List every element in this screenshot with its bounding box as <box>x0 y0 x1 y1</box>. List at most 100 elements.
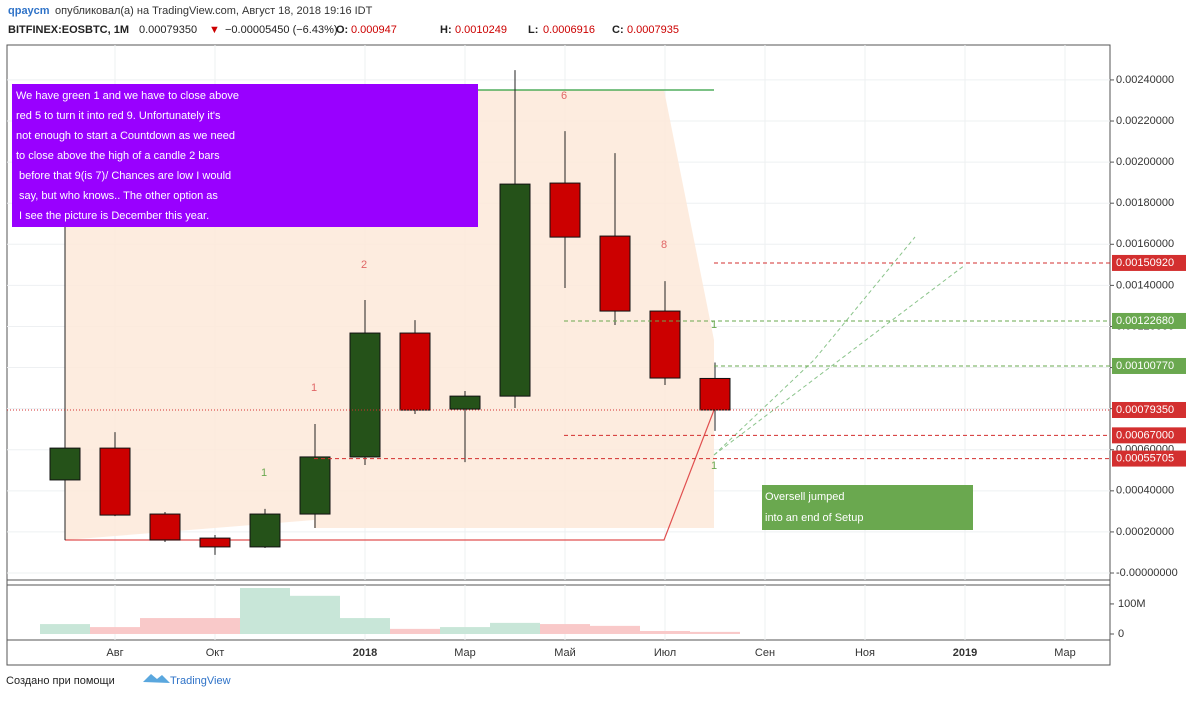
ohlc-label: H: <box>440 24 452 36</box>
note-text: to close above the high of a candle 2 ba… <box>16 150 220 162</box>
volume-bar <box>40 624 90 634</box>
author[interactable]: qpaycm <box>8 5 50 17</box>
candle-body <box>549 182 581 238</box>
note-text: red 5 to turn it into red 9. Unfortunate… <box>16 110 221 122</box>
level-box <box>1112 427 1186 444</box>
footer-made: Создано при помощи <box>6 675 115 687</box>
level-label: 0.00055705 <box>1116 452 1174 464</box>
volume-bar <box>290 595 340 634</box>
level-box <box>1112 312 1186 329</box>
ohlc: O: 0.000947 H: 0.0010249 L: 0.0006916 C: 0.0007… <box>336 24 679 36</box>
x-tick-label: Мар <box>454 647 476 659</box>
ohlc-value: 0.0006916 <box>543 24 595 36</box>
published: опубликовал(а) на TradingView.com, Авгус… <box>55 5 373 17</box>
change: −0.00005450 (−6.43%) <box>225 24 338 36</box>
candle-body <box>49 447 81 481</box>
candle-body <box>399 332 431 411</box>
ohlc-label: C: <box>612 24 624 36</box>
x-tick-label: 2019 <box>953 647 977 659</box>
projection <box>713 236 916 456</box>
candle-body <box>649 310 681 379</box>
candle-body <box>199 537 231 548</box>
level-label: 0.00100770 <box>1116 360 1174 372</box>
td-count: 6 <box>561 90 567 102</box>
td-count: 8 <box>661 239 667 251</box>
note-box <box>762 485 973 530</box>
candle-body <box>699 377 731 411</box>
arrow: ▼ <box>209 24 220 36</box>
ohlc-value: 0.0007935 <box>627 24 679 36</box>
candle-body <box>499 183 531 397</box>
x-tick-label: 2018 <box>353 647 377 659</box>
volume-bar <box>140 618 190 634</box>
ohlc-value: 0.0010249 <box>455 24 507 36</box>
volume-bar <box>640 630 690 634</box>
candle-body <box>299 456 331 515</box>
note-text: say, but who knows.. The other option as <box>19 190 218 202</box>
level-box <box>1112 357 1186 374</box>
footer-brand[interactable]: TradingView <box>170 675 231 687</box>
level-box <box>1112 450 1186 467</box>
volume-bar <box>440 627 490 634</box>
x-tick-label: Май <box>554 647 576 659</box>
note-box <box>12 84 478 227</box>
y-tick-label: 0.00020000 <box>1116 526 1174 538</box>
td-count: 1 <box>311 382 317 394</box>
level-label: 0.00122680 <box>1116 315 1174 327</box>
volume-bar <box>590 625 640 634</box>
y-tick-label: 0.00180000 <box>1116 197 1174 209</box>
last: 0.00079350 <box>139 24 197 36</box>
level-label: 0.00079350 <box>1116 404 1174 416</box>
y-tick-label: 0 <box>1118 628 1124 640</box>
y-tick-label: -0.00000000 <box>1116 567 1178 579</box>
level-box <box>1112 401 1186 418</box>
x-tick-label: Сен <box>755 647 775 659</box>
note-text: We have green 1 and we have to close abo… <box>16 90 239 102</box>
td-count: 2 <box>361 259 367 271</box>
x-tick-label: Июл <box>654 647 676 659</box>
y-tick-label: 0.00220000 <box>1116 115 1174 127</box>
candle-body <box>149 513 181 541</box>
volume-bar <box>190 618 240 634</box>
candle-body <box>599 235 631 312</box>
ohlc-label: L: <box>528 24 538 36</box>
y-tick-label: 0.00200000 <box>1116 156 1174 168</box>
volume-bar <box>340 618 390 634</box>
level-box <box>1112 254 1186 271</box>
projection <box>713 264 966 456</box>
logo <box>143 674 170 683</box>
note-text: Oversell jumped <box>765 491 844 503</box>
candle-body <box>249 513 281 548</box>
level-label: 0.00067000 <box>1116 429 1174 441</box>
volume-bar <box>90 627 140 634</box>
td-count: 1 <box>711 319 717 331</box>
ohlc-label: O: <box>336 24 348 36</box>
y-tick-label: 0.00240000 <box>1116 74 1174 86</box>
volume-bar <box>390 628 440 634</box>
ohlc-value: 0.000947 <box>351 24 397 36</box>
volume-bar <box>240 588 290 634</box>
candle-body <box>449 395 481 410</box>
note-text: not enough to start a Countdown as we ne… <box>16 130 235 142</box>
x-tick-label: Мар <box>1054 647 1076 659</box>
frame <box>6 44 1111 666</box>
x-tick-label: Окт <box>206 647 225 659</box>
level-label: 0.00150920 <box>1116 257 1174 269</box>
candle-body <box>99 447 131 516</box>
td-count: 1 <box>711 460 717 472</box>
y-tick-label: 0.00160000 <box>1116 238 1174 250</box>
y-tick-label: 100M <box>1118 598 1146 610</box>
symbol: BITFINEX:EOSBTC, 1M <box>8 24 129 36</box>
note-text: before that 9(is 7)/ Chances are low I w… <box>19 170 231 182</box>
volume-bar <box>690 631 740 634</box>
volume-bar <box>490 622 540 634</box>
x-tick-label: Авг <box>106 647 123 659</box>
note-text: I see the picture is December this year. <box>19 210 209 222</box>
candle-body <box>349 332 381 458</box>
note-text: into an end of Setup <box>765 512 863 524</box>
y-tick-label: 0.00040000 <box>1116 485 1174 497</box>
y-tick-label: 0.00140000 <box>1116 279 1174 291</box>
td-count: 1 <box>261 467 267 479</box>
x-tick-label: Ноя <box>855 647 875 659</box>
